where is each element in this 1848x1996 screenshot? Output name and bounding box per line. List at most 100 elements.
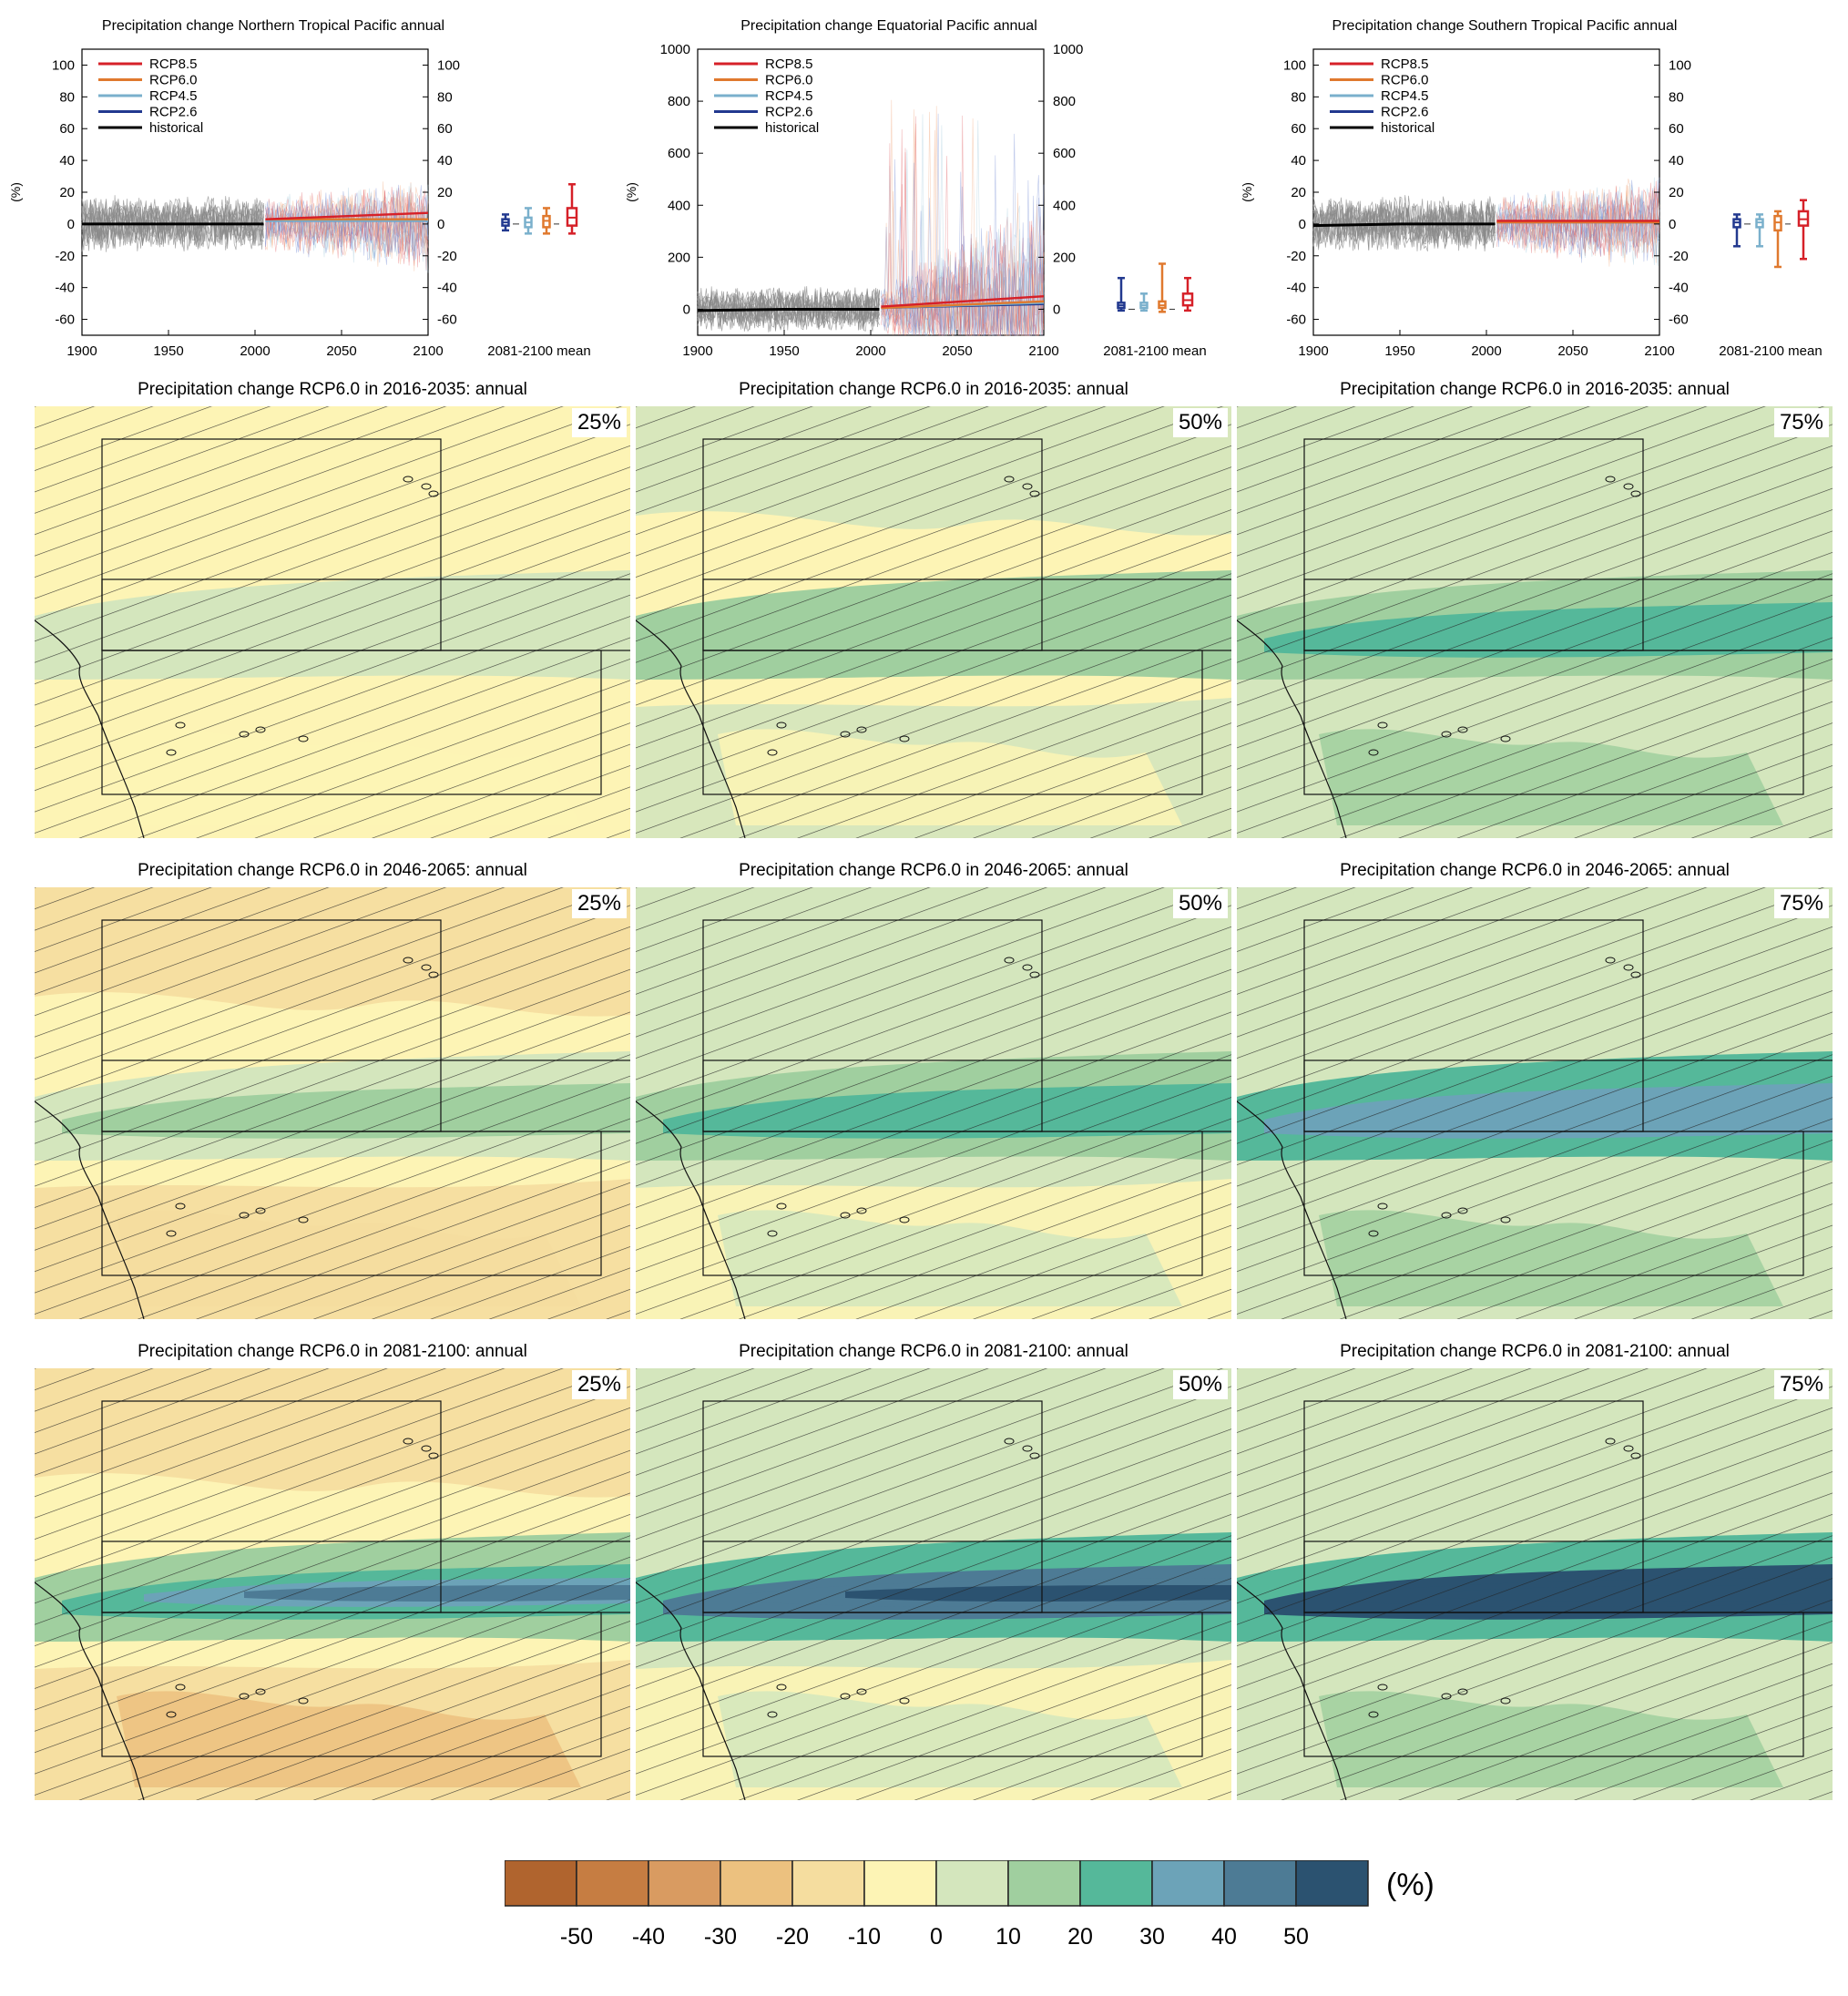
y-tick-label-right: 40	[1669, 153, 1684, 169]
map-svg	[35, 1368, 630, 1800]
stippling-hatch	[1237, 887, 1833, 1319]
legend-label: RCP6.0	[765, 73, 813, 88]
stippling-hatch	[1237, 1368, 1833, 1800]
colorbar-tick-label: -20	[776, 1924, 809, 1950]
legend-label: RCP2.6	[149, 105, 198, 120]
ensemble-spaghetti	[697, 99, 1045, 337]
colorbar-swatch	[1151, 1859, 1225, 1907]
y-axis-label: (%)	[8, 182, 23, 202]
map-svg	[1237, 887, 1833, 1319]
chart-title: Precipitation change Southern Tropical P…	[1332, 18, 1678, 34]
island	[1029, 971, 1040, 978]
colorbar-swatch	[863, 1859, 937, 1907]
timeseries-chart-north: Precipitation change Northern Tropical P…	[8, 18, 591, 359]
legend-label: RCP4.5	[1381, 88, 1429, 104]
island	[1368, 749, 1379, 756]
coastline	[1237, 619, 1347, 838]
island	[1368, 1230, 1379, 1237]
island	[1441, 1693, 1452, 1700]
colorbar-swatch	[935, 1859, 1009, 1907]
map-panel-r1-c3: Precipitation change RCP6.0 in 2016-2035…	[1237, 375, 1833, 840]
plot-frame	[1312, 48, 1660, 336]
island	[1004, 476, 1015, 483]
y-tick-label-right: -40	[1669, 281, 1689, 296]
island	[767, 1230, 778, 1237]
island	[421, 964, 432, 971]
island	[1022, 964, 1033, 971]
colorbar-tick-label: -40	[632, 1924, 665, 1950]
y-tick-label-right: 80	[437, 89, 453, 105]
legend-label: RCP8.5	[765, 56, 813, 72]
island	[1022, 483, 1033, 490]
legend-label: RCP8.5	[1381, 56, 1429, 72]
x-tick-label: 2100	[1028, 343, 1058, 359]
island	[298, 1216, 309, 1223]
map-panel-r3-c3: Precipitation change RCP6.0 in 2081-2100…	[1237, 1337, 1833, 1802]
timeseries-panel-south: Precipitation change Southern Tropical P…	[1231, 0, 1847, 364]
island	[1377, 1684, 1388, 1691]
y-tick-label-left: 40	[59, 153, 75, 169]
y-tick-label-right: 600	[1053, 146, 1076, 161]
series-line-historical	[697, 308, 880, 312]
stippling-hatch	[1237, 406, 1833, 838]
legend-label: RCP2.6	[765, 105, 813, 120]
coastline	[636, 1581, 746, 1800]
stippling-hatch	[35, 887, 630, 1319]
legend-label: historical	[149, 120, 203, 136]
y-tick-label-right: -20	[437, 249, 457, 264]
stippling-hatch	[636, 406, 1231, 838]
percentile-label: 50%	[1172, 889, 1228, 918]
map-svg	[35, 887, 630, 1319]
colorbar-tick-label: -50	[560, 1924, 593, 1950]
y-tick-label-left: 60	[59, 121, 75, 137]
island	[1605, 1438, 1616, 1445]
y-tick-label-left: 80	[59, 89, 75, 105]
colorbar: -50 -40 -30 -20 -10 0 10 20 30 40 50 (%)	[504, 1859, 1434, 1950]
island	[767, 749, 778, 756]
x-tick-label: 2050	[326, 343, 356, 359]
region-box-south	[1303, 1131, 1804, 1276]
x-tick-label: 1900	[682, 343, 712, 359]
island	[1630, 490, 1641, 497]
map-title: Precipitation change RCP6.0 in 2081-2100…	[739, 1342, 1128, 1361]
coastline	[35, 1581, 145, 1800]
island	[840, 1212, 851, 1219]
island	[1623, 964, 1634, 971]
stippling-hatch	[636, 887, 1231, 1319]
ensemble-spaghetti	[1312, 177, 1660, 267]
stippling-hatch	[35, 406, 630, 838]
colorbar-tick-label: -30	[704, 1924, 737, 1950]
timeseries-panel-equatorial: Precipitation change Equatorial Pacific …	[616, 0, 1231, 364]
island	[1004, 957, 1015, 964]
y-tick-label-right: 0	[1053, 302, 1060, 317]
series-line-rcp85	[265, 211, 429, 220]
island	[1377, 1203, 1388, 1210]
island	[1368, 1711, 1379, 1718]
map-panel-r2-c3: Precipitation change RCP6.0 in 2046-2065…	[1237, 856, 1833, 1321]
legend-label: historical	[765, 120, 819, 136]
map-panel-r3-c2: Precipitation change RCP6.0 in 2081-2100…	[636, 1337, 1231, 1802]
y-tick-label-right: -20	[1669, 249, 1689, 264]
legend-label: historical	[1381, 120, 1434, 136]
colorbar-tick-label: 40	[1211, 1924, 1237, 1950]
x-tick-label: 2100	[1644, 343, 1674, 359]
map-title: Precipitation change RCP6.0 in 2016-2035…	[739, 380, 1128, 399]
y-tick-label-left: 800	[668, 94, 690, 109]
island	[1605, 957, 1616, 964]
y-tick-label-right: 20	[437, 185, 453, 200]
colorbar-tick-label: -10	[848, 1924, 881, 1950]
map-title: Precipitation change RCP6.0 in 2081-2100…	[138, 1342, 527, 1361]
chart-title: Precipitation change Equatorial Pacific …	[740, 18, 1037, 34]
x-tick-label: 1950	[153, 343, 183, 359]
colorbar-tick-label: 30	[1139, 1924, 1165, 1950]
series-line-rcp85	[881, 295, 1045, 308]
island	[1441, 1212, 1452, 1219]
series-line-rcp60	[881, 300, 1045, 310]
y-tick-label-left: -40	[55, 281, 75, 296]
colorbar-swatch	[720, 1859, 793, 1907]
percentile-label: 75%	[1773, 408, 1829, 437]
map-svg	[35, 406, 630, 838]
stippling-hatch	[35, 1368, 630, 1800]
island	[856, 726, 867, 733]
y-tick-label-left: -60	[55, 312, 75, 328]
